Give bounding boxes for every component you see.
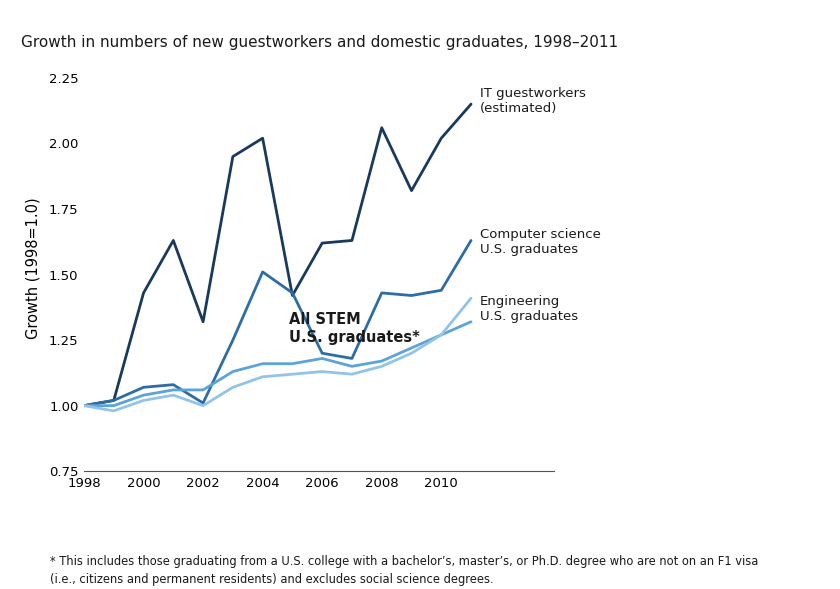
- Text: FIGURE H: FIGURE H: [389, 9, 451, 23]
- Text: Computer science
U.S. graduates: Computer science U.S. graduates: [480, 228, 601, 256]
- Y-axis label: Growth (1998=1.0): Growth (1998=1.0): [25, 197, 40, 339]
- Text: Engineering
U.S. graduates: Engineering U.S. graduates: [480, 294, 578, 323]
- Text: IT guestworkers
(estimated): IT guestworkers (estimated): [480, 88, 585, 115]
- Text: * This includes those graduating from a U.S. college with a bachelor’s, master’s: * This includes those graduating from a …: [50, 555, 759, 586]
- Text: All STEM
U.S. graduates*: All STEM U.S. graduates*: [290, 312, 420, 345]
- Text: Growth in numbers of new guestworkers and domestic graduates, 1998–2011: Growth in numbers of new guestworkers an…: [21, 35, 617, 50]
